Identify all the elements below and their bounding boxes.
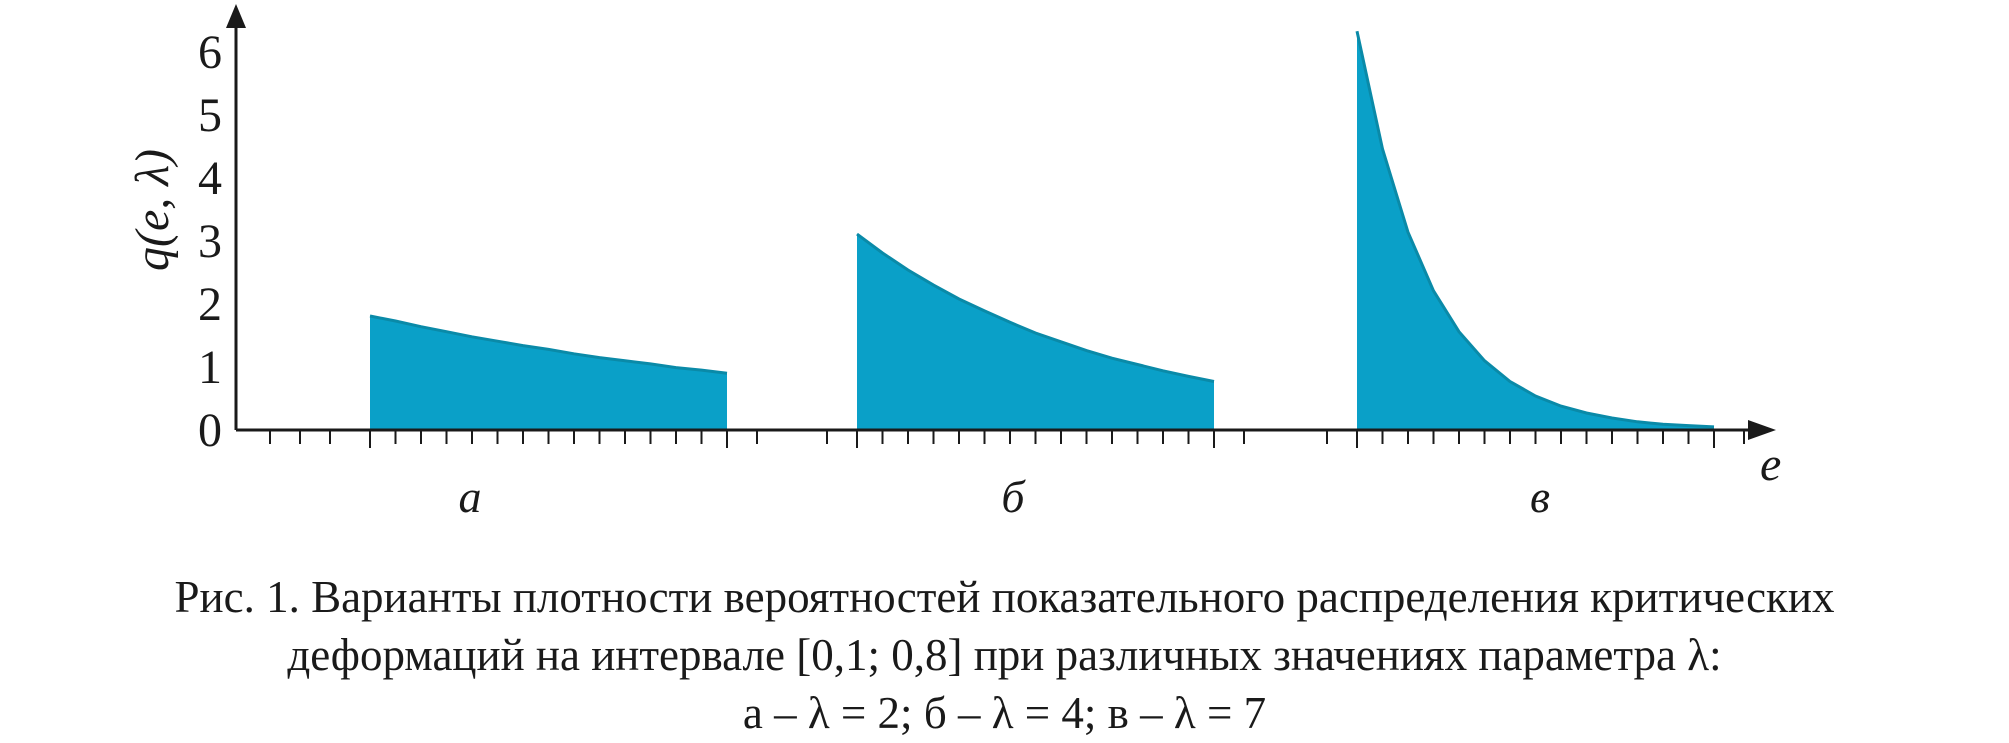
y-tick-label: 2 <box>198 278 222 331</box>
x-axis-label: e <box>1760 438 1781 491</box>
y-axis-label: q(e, λ) <box>126 149 179 271</box>
panel-labels: а б в <box>459 471 1551 522</box>
density-areas <box>369 30 1715 430</box>
y-axis-arrow <box>226 4 246 28</box>
y-tick-label: 5 <box>198 89 222 142</box>
y-ticks: 0 1 2 3 4 5 6 <box>198 26 222 457</box>
density-chart: 0 1 2 3 4 5 6 e q(e, λ) а б в <box>126 4 1781 522</box>
density-area-1 <box>370 316 727 430</box>
panel-label-1: а <box>459 471 482 522</box>
density-curve-1 <box>369 314 728 375</box>
panel-label-2: б <box>1001 471 1026 522</box>
caption-line-2: деформаций на интервале [0,1; 0,8] при р… <box>287 630 1722 680</box>
panel-label-3: в <box>1530 471 1550 522</box>
axes <box>226 4 1776 440</box>
y-tick-label: 0 <box>198 404 222 457</box>
density-area-3 <box>1357 31 1714 430</box>
x-ticks <box>269 430 1745 448</box>
density-area-2 <box>857 234 1214 430</box>
figure-caption: Рис. 1. Варианты плотности вероятностей … <box>0 568 2009 742</box>
y-tick-label: 1 <box>198 341 222 394</box>
density-curve-3 <box>1355 30 1715 429</box>
caption-line-1: Рис. 1. Варианты плотности вероятностей … <box>174 572 1835 622</box>
y-tick-label: 3 <box>198 215 222 268</box>
caption-line-3: а – λ = 2; б – λ = 4; в – λ = 7 <box>742 688 1267 738</box>
y-tick-label: 6 <box>198 26 222 79</box>
y-tick-label: 4 <box>198 152 222 205</box>
density-curve-2 <box>856 232 1215 383</box>
x-axis-arrow <box>1748 420 1776 440</box>
